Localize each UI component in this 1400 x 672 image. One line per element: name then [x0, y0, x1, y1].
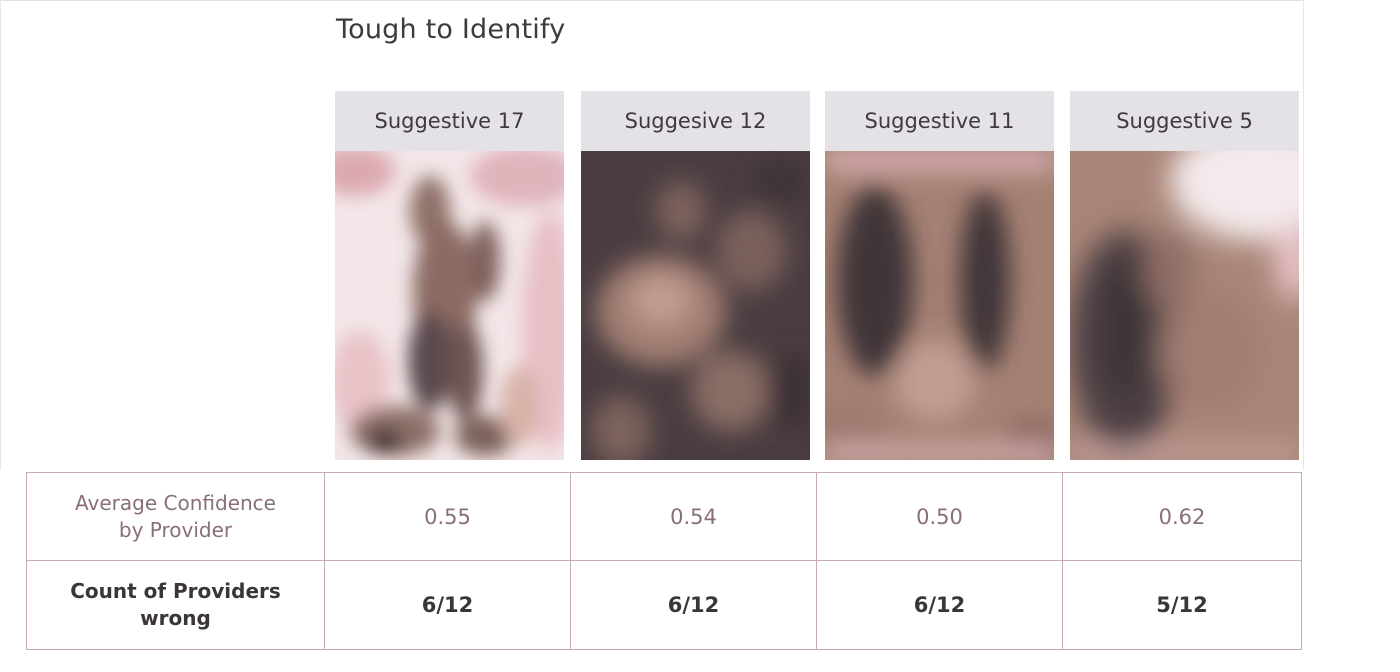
blurred-image: [581, 151, 810, 460]
blurred-image: [1070, 151, 1299, 460]
table-cell: 6/12: [324, 560, 571, 650]
table-cell: 5/12: [1062, 560, 1302, 650]
row-label-text: Average Confidence by Provider: [75, 490, 276, 542]
card-header: Suggestive 17: [335, 91, 564, 151]
row-label: Count of Providers wrong: [26, 560, 325, 650]
results-table: Average Confidence by Provider 0.55 0.54…: [26, 472, 1302, 650]
frame-top-border: [0, 0, 1304, 1]
table-row-count: Count of Providers wrong 6/12 6/12 6/12 …: [26, 560, 1302, 650]
cell-value: 0.54: [670, 504, 717, 529]
image-card-4: Suggestive 5: [1070, 91, 1299, 460]
table-cell: 0.54: [570, 472, 817, 561]
cell-value: 0.55: [424, 504, 471, 529]
table-cell: 6/12: [816, 560, 1063, 650]
cell-value: 0.50: [916, 504, 963, 529]
table-cell: 0.50: [816, 472, 1063, 561]
blurred-image: [825, 151, 1054, 460]
image-card-1: Suggestive 17: [335, 91, 564, 460]
blurred-image: [335, 151, 564, 460]
table-cell: 6/12: [570, 560, 817, 650]
cell-value: 6/12: [421, 593, 474, 617]
table-cell: 0.55: [324, 472, 571, 561]
image-card-3: Suggestive 11: [825, 91, 1054, 460]
cell-value: 5/12: [1156, 593, 1208, 617]
card-header: Suggesive 12: [581, 91, 810, 151]
row-label: Average Confidence by Provider: [26, 472, 325, 561]
table-cell: 0.62: [1062, 472, 1302, 561]
row-label-text: Count of Providers wrong: [70, 579, 281, 630]
cell-value: 6/12: [667, 593, 720, 617]
cell-value: 0.62: [1158, 504, 1206, 529]
image-card-2: Suggesive 12: [581, 91, 810, 460]
frame-right-border: [1303, 0, 1304, 470]
card-header: Suggestive 5: [1070, 91, 1299, 151]
section-title: Tough to Identify: [336, 14, 566, 45]
table-row-confidence: Average Confidence by Provider 0.55 0.54…: [26, 472, 1302, 561]
frame-left-border: [0, 0, 1, 470]
cell-value: 6/12: [913, 593, 966, 617]
card-header: Suggestive 11: [825, 91, 1054, 151]
